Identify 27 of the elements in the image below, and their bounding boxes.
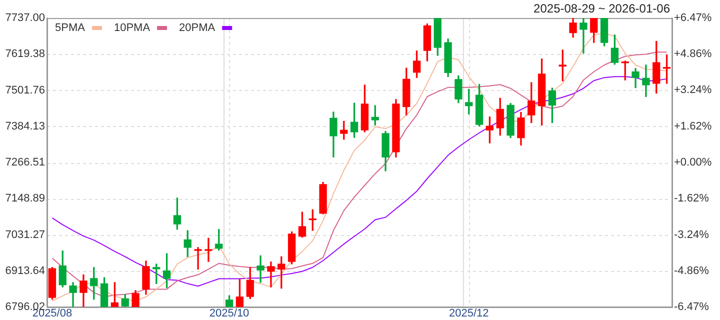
y-tick-label: 7266.51 <box>5 156 45 169</box>
legend-label: 20PMA <box>179 22 216 34</box>
chart-subtitle: 2025-08-29 ~ 2026-01-06 <box>534 1 670 16</box>
candlestick <box>194 247 202 270</box>
y2-tick-label: -3.24% <box>674 228 710 241</box>
y-tick-label: 7384.13 <box>5 120 45 132</box>
y-tick-label: 7031.27 <box>5 228 45 241</box>
legend-label: 10PMA <box>114 22 151 34</box>
y-tick-label: 6913.64 <box>5 264 45 277</box>
x-tick-label: 2025/08 <box>32 308 72 320</box>
y2-tick-label: +3.24% <box>674 84 712 96</box>
x-tick-label: 2025/10 <box>209 308 250 320</box>
y-tick-label: 7148.89 <box>5 192 45 205</box>
y-tick-label: 7619.38 <box>5 48 45 60</box>
y-tick-label: 7737.00 <box>5 12 45 24</box>
y-tick-label: 7501.76 <box>5 84 45 96</box>
y2-tick-label: +4.86% <box>674 48 712 60</box>
y2-tick-label: +1.62% <box>674 120 712 132</box>
y2-tick-label: +0.00% <box>674 156 712 169</box>
x-tick-label: 2025/12 <box>448 308 489 320</box>
y2-tick-label: +6.47% <box>674 12 712 24</box>
y2-tick-label: -6.47% <box>674 301 710 314</box>
y2-tick-label: -1.62% <box>674 192 710 205</box>
candlestick <box>204 238 212 262</box>
legend-label: 5PMA <box>55 22 86 34</box>
y2-tick-label: -4.86% <box>674 265 710 278</box>
candlestick <box>152 264 160 284</box>
